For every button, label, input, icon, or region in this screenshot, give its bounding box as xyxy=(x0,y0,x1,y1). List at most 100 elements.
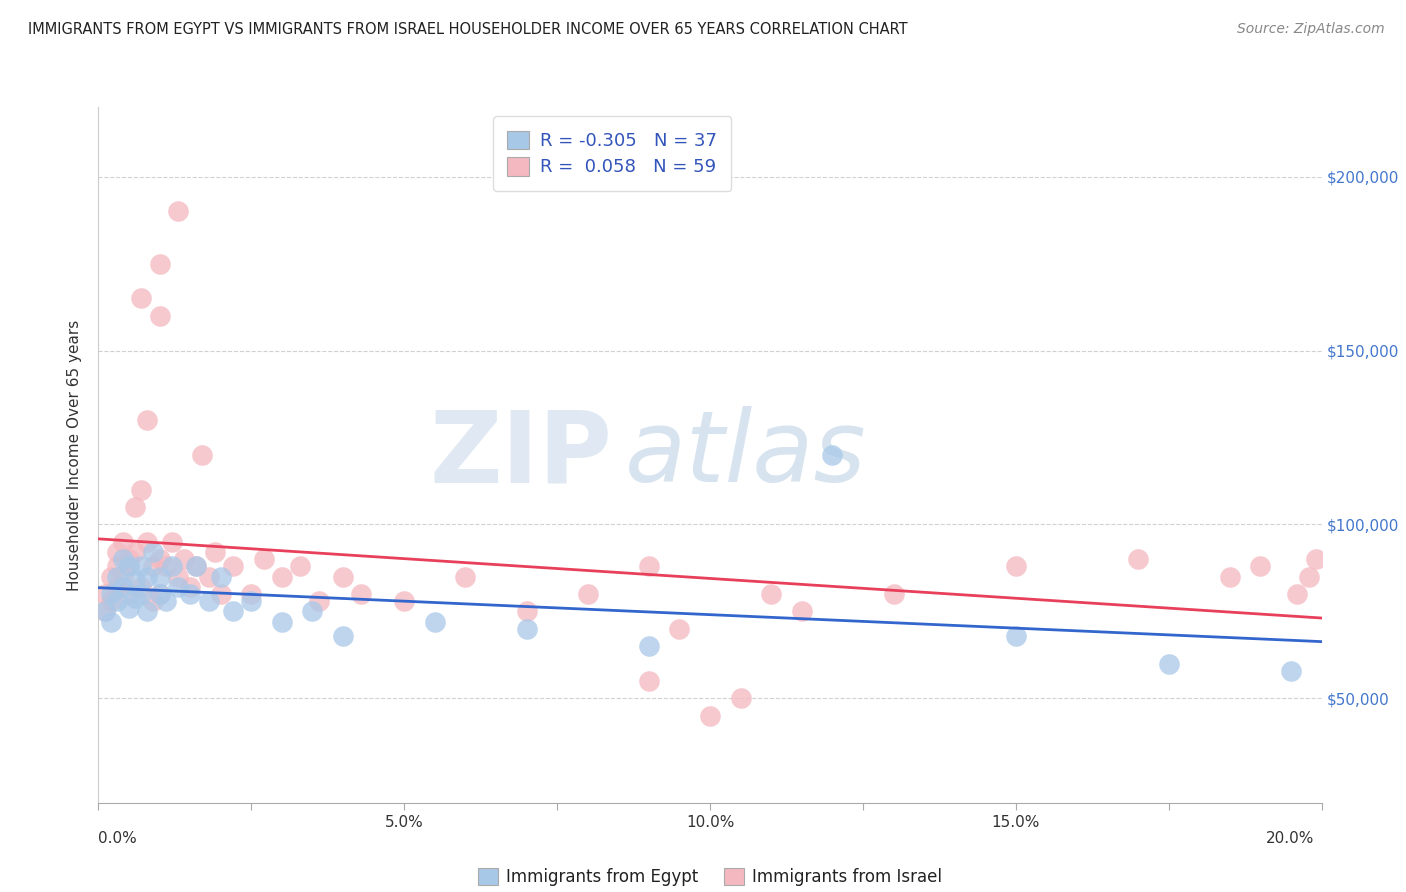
Point xyxy=(209,587,232,601)
Point xyxy=(100,615,122,629)
Point xyxy=(124,545,146,559)
Text: 0.0%: 0.0% xyxy=(98,831,138,847)
Point xyxy=(186,559,208,574)
Point xyxy=(149,587,172,601)
Point xyxy=(1004,629,1026,643)
Point xyxy=(149,552,172,566)
Point xyxy=(270,570,292,584)
Text: atlas: atlas xyxy=(624,407,866,503)
Point xyxy=(105,545,128,559)
Point xyxy=(149,587,172,601)
Point xyxy=(637,559,661,574)
Point xyxy=(179,580,201,594)
Point xyxy=(93,605,115,619)
Point xyxy=(129,483,152,497)
Point xyxy=(270,615,292,629)
Point xyxy=(124,500,146,514)
Point xyxy=(100,570,122,584)
Text: Source: ZipAtlas.com: Source: ZipAtlas.com xyxy=(1237,22,1385,37)
Point xyxy=(332,570,354,584)
Point xyxy=(105,594,128,608)
Point xyxy=(637,674,661,689)
Point xyxy=(197,570,219,584)
Point xyxy=(1157,657,1180,671)
Point xyxy=(821,448,844,462)
Point xyxy=(179,587,201,601)
Point xyxy=(197,594,219,608)
Point xyxy=(204,545,226,559)
Point xyxy=(129,291,152,305)
Point xyxy=(186,559,208,574)
Point xyxy=(118,559,141,574)
Point xyxy=(93,605,115,619)
Point xyxy=(160,559,183,574)
Point xyxy=(222,605,245,619)
Point xyxy=(149,256,172,270)
Point xyxy=(118,601,141,615)
Point xyxy=(790,605,813,619)
Point xyxy=(222,559,245,574)
Point xyxy=(290,559,312,574)
Point xyxy=(136,570,159,584)
Point xyxy=(576,587,599,601)
Point xyxy=(167,580,190,594)
Point xyxy=(1128,552,1150,566)
Text: IMMIGRANTS FROM EGYPT VS IMMIGRANTS FROM ISRAEL HOUSEHOLDER INCOME OVER 65 YEARS: IMMIGRANTS FROM EGYPT VS IMMIGRANTS FROM… xyxy=(28,22,908,37)
Point xyxy=(124,591,146,605)
Point xyxy=(308,594,330,608)
Point xyxy=(129,580,152,594)
Legend: Immigrants from Egypt, Immigrants from Israel: Immigrants from Egypt, Immigrants from I… xyxy=(470,860,950,892)
Point xyxy=(209,570,232,584)
Point xyxy=(301,605,323,619)
Point xyxy=(240,594,263,608)
Point xyxy=(167,204,190,219)
Point xyxy=(699,708,721,723)
Text: 20.0%: 20.0% xyxy=(1267,831,1315,847)
Point xyxy=(883,587,905,601)
Y-axis label: Householder Income Over 65 years: Householder Income Over 65 years xyxy=(67,319,83,591)
Point xyxy=(142,594,165,608)
Point xyxy=(759,587,782,601)
Point xyxy=(111,570,134,584)
Point xyxy=(240,587,263,601)
Point xyxy=(142,559,165,574)
Point xyxy=(111,580,134,594)
Point xyxy=(1305,552,1327,566)
Point xyxy=(668,622,690,636)
Point xyxy=(105,570,128,584)
Point xyxy=(149,309,172,323)
Text: ZIP: ZIP xyxy=(429,407,612,503)
Point xyxy=(167,570,190,584)
Point xyxy=(155,594,177,608)
Point xyxy=(136,413,159,427)
Point xyxy=(637,639,661,653)
Point xyxy=(118,587,141,601)
Point xyxy=(124,573,146,587)
Point xyxy=(100,587,122,601)
Point xyxy=(516,605,538,619)
Point xyxy=(1298,570,1320,584)
Point xyxy=(1249,559,1271,574)
Point xyxy=(111,552,134,566)
Point xyxy=(173,552,195,566)
Point xyxy=(136,605,159,619)
Point xyxy=(105,559,128,574)
Point xyxy=(1219,570,1241,584)
Point xyxy=(93,587,115,601)
Point xyxy=(111,534,134,549)
Point xyxy=(118,552,141,566)
Point xyxy=(191,448,214,462)
Point xyxy=(516,622,538,636)
Point xyxy=(423,615,446,629)
Point xyxy=(155,559,177,574)
Point xyxy=(142,545,165,559)
Point xyxy=(149,570,172,584)
Point xyxy=(392,594,416,608)
Point xyxy=(332,629,354,643)
Point xyxy=(1004,559,1026,574)
Point xyxy=(350,587,373,601)
Point xyxy=(105,580,128,594)
Point xyxy=(100,594,122,608)
Point xyxy=(252,552,274,566)
Point xyxy=(1286,587,1309,601)
